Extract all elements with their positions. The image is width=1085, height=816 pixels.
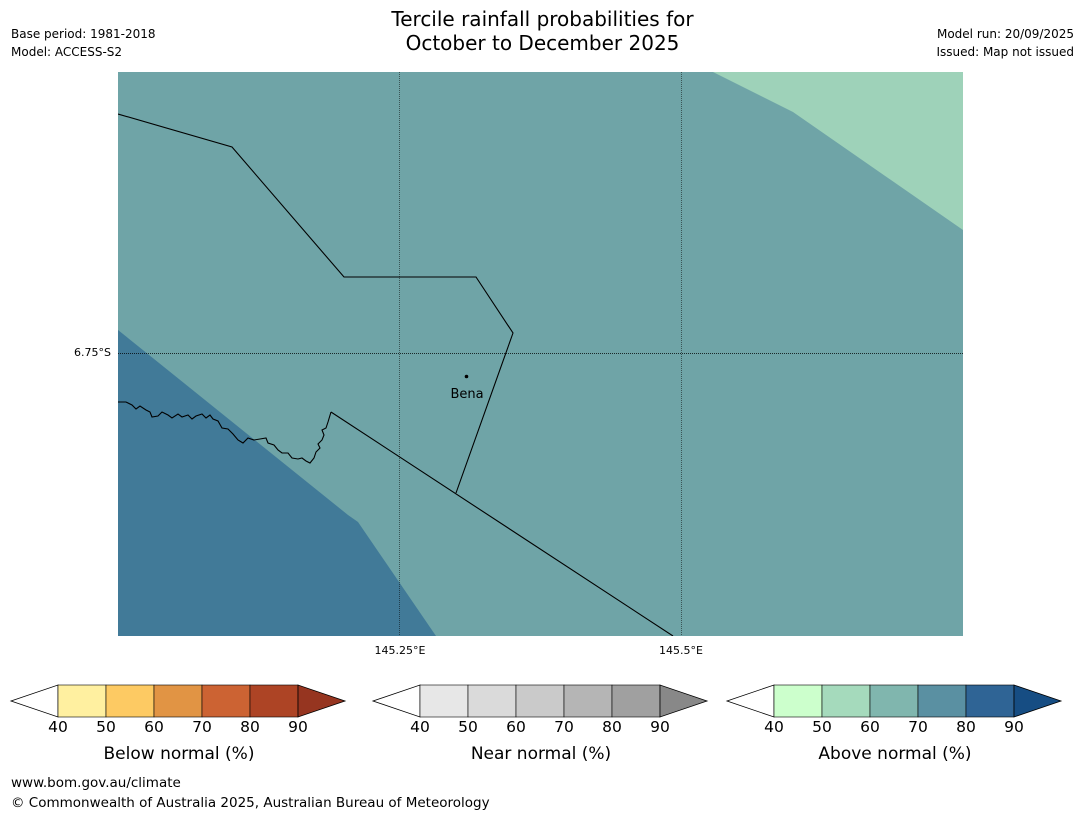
- colorbar-near-normal: Near normal (%) 40 50 60 70 80 90: [371, 680, 710, 764]
- colorbar-above-tick-label: 90: [1004, 718, 1024, 736]
- colorbar-below-segment: [57, 684, 107, 718]
- colorbar-near-segment: [611, 684, 661, 718]
- base-period-text: Base period: 1981-2018: [11, 27, 156, 41]
- colorbar-below-normal: Below normal (%) 40 50 60 70 80 90: [9, 680, 348, 764]
- model-text: Model: ACCESS-S2: [11, 45, 123, 59]
- colorbar-above-tick-label: 40: [764, 718, 784, 736]
- colorbar-near-tick-label: 50: [458, 718, 478, 736]
- colorbar-near-tick-label: 80: [602, 718, 622, 736]
- colorbar-near-segment: [467, 684, 517, 718]
- meta-right: Model run: 20/09/2025 Issued: Map not is…: [936, 25, 1074, 61]
- colorbar-above-tick-label: 70: [908, 718, 928, 736]
- colorbar-near-svg: [371, 684, 709, 718]
- province-boundary-north: [118, 113, 514, 494]
- colorbar-above-normal: Above normal (%) 40 50 60 70 80 90: [725, 680, 1064, 764]
- colorbar-near-over-triangle: [659, 684, 709, 718]
- colorbar-above-svg: [725, 684, 1063, 718]
- colorbar-above-segment: [773, 684, 823, 718]
- title-line-2: October to December 2025: [405, 31, 680, 55]
- province-boundary-south: [330, 411, 674, 636]
- colorbar-below-tick-label: 50: [96, 718, 116, 736]
- probability-region-dark: [118, 330, 436, 636]
- colorbar-below-tick-label: 40: [48, 718, 68, 736]
- colorbar-below-tick-label: 60: [144, 718, 164, 736]
- colorbar-above-tick-label: 60: [860, 718, 880, 736]
- footer-url[interactable]: www.bom.gov.au/climate: [11, 775, 181, 791]
- colorbar-below-tick-label: 70: [192, 718, 212, 736]
- colorbar-above-segment: [869, 684, 919, 718]
- colorbar-near-label: Near normal (%): [470, 744, 612, 764]
- colorbar-above-over-triangle: [1013, 684, 1063, 718]
- colorbar-below-segment: [105, 684, 155, 718]
- issued-text: Issued: Map not issued: [936, 45, 1074, 59]
- colorbar-near-under-triangle: [371, 684, 421, 718]
- longitude-label-2: 145.5°E: [659, 644, 703, 657]
- map-svg[interactable]: [118, 72, 963, 636]
- colorbar-below-under-triangle: [9, 684, 59, 718]
- town-marker-bena: [464, 374, 469, 379]
- colorbar-near-tick-label: 90: [650, 718, 670, 736]
- colorbar-near-tick-label: 70: [554, 718, 574, 736]
- colorbar-near-tick-label: 40: [410, 718, 430, 736]
- town-label-bena: Bena: [450, 387, 484, 402]
- colorbar-above-segment: [965, 684, 1015, 718]
- colorbar-above-segment: [821, 684, 871, 718]
- map-title: Tercile rainfall probabilities for Octob…: [0, 7, 1085, 55]
- colorbar-below-segment: [153, 684, 203, 718]
- colorbar-above-tick-label: 80: [956, 718, 976, 736]
- colorbar-above-label: Above normal (%): [818, 744, 972, 764]
- colorbar-below-svg: [9, 684, 347, 718]
- colorbar-near-segment: [515, 684, 565, 718]
- colorbar-near-tick-label: 60: [506, 718, 526, 736]
- title-line-1: Tercile rainfall probabilities for: [391, 7, 694, 31]
- colorbar-above-under-triangle: [725, 684, 775, 718]
- colorbar-near-segment: [563, 684, 613, 718]
- colorbar-above-tick-label: 50: [812, 718, 832, 736]
- probability-region-light: [713, 72, 963, 230]
- colorbar-below-tick-label: 90: [288, 718, 308, 736]
- longitude-label-1: 145.25°E: [374, 644, 426, 657]
- colorbar-below-segment: [201, 684, 251, 718]
- footer-copyright: © Commonwealth of Australia 2025, Austra…: [11, 795, 490, 811]
- colorbar-above-segment: [917, 684, 967, 718]
- colorbar-below-tick-label: 80: [240, 718, 260, 736]
- colorbar-below-segment: [249, 684, 299, 718]
- model-run-text: Model run: 20/09/2025: [936, 27, 1074, 41]
- colorbar-below-over-triangle: [297, 684, 347, 718]
- colorbar-below-label: Below normal (%): [103, 744, 255, 764]
- latitude-label: 6.75°S: [74, 346, 111, 359]
- river-boundary: [118, 401, 332, 464]
- meta-left: Base period: 1981-2018 Model: ACCESS-S2: [11, 25, 156, 61]
- colorbar-near-segment: [419, 684, 469, 718]
- map-panel[interactable]: [118, 72, 963, 636]
